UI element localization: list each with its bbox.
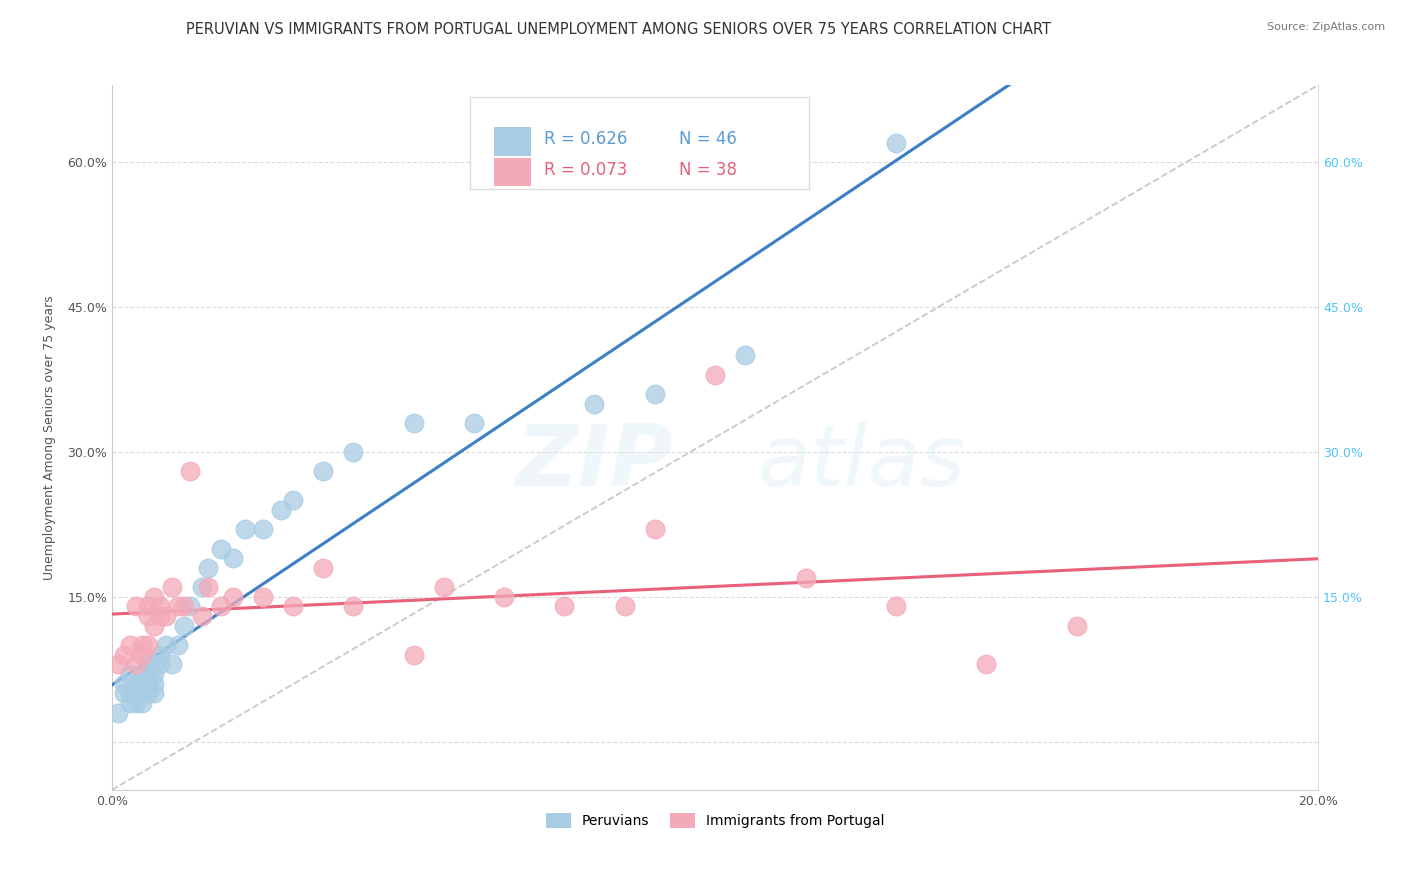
Point — [644, 522, 666, 536]
Point — [167, 599, 190, 614]
Point — [125, 657, 148, 672]
Point — [734, 348, 756, 362]
Point — [233, 522, 256, 536]
Point — [131, 667, 153, 681]
Point — [191, 580, 214, 594]
Point — [143, 667, 166, 681]
Text: N = 38: N = 38 — [679, 161, 737, 178]
FancyBboxPatch shape — [495, 128, 530, 155]
Point — [179, 464, 201, 478]
Point — [312, 561, 335, 575]
Point — [221, 551, 243, 566]
Point — [976, 657, 998, 672]
Point — [197, 561, 219, 575]
Point — [342, 445, 364, 459]
Point — [143, 657, 166, 672]
Point — [112, 686, 135, 700]
Point — [281, 493, 304, 508]
Point — [463, 416, 485, 430]
Point — [884, 599, 907, 614]
Point — [402, 648, 425, 662]
Point — [120, 696, 142, 710]
Point — [553, 599, 575, 614]
Point — [492, 590, 515, 604]
Point — [162, 657, 184, 672]
Point — [107, 706, 129, 720]
Point — [312, 464, 335, 478]
Point — [125, 696, 148, 710]
Point — [120, 638, 142, 652]
Point — [221, 590, 243, 604]
Point — [136, 667, 159, 681]
Point — [281, 599, 304, 614]
Point — [173, 599, 195, 614]
Point — [149, 609, 172, 624]
Point — [179, 599, 201, 614]
Point — [162, 580, 184, 594]
Point — [583, 397, 606, 411]
FancyBboxPatch shape — [495, 158, 530, 186]
Point — [143, 676, 166, 690]
Point — [155, 638, 177, 652]
Point — [131, 638, 153, 652]
Point — [136, 657, 159, 672]
Point — [125, 599, 148, 614]
Point — [704, 368, 727, 382]
Point — [136, 599, 159, 614]
Text: N = 46: N = 46 — [679, 130, 737, 148]
Point — [120, 667, 142, 681]
Point — [209, 599, 232, 614]
Point — [197, 580, 219, 594]
Text: R = 0.626: R = 0.626 — [544, 130, 627, 148]
Point — [125, 676, 148, 690]
Point — [613, 599, 636, 614]
Point — [131, 676, 153, 690]
Point — [125, 686, 148, 700]
Point — [143, 686, 166, 700]
Point — [136, 609, 159, 624]
Point — [191, 609, 214, 624]
Point — [107, 657, 129, 672]
Point — [167, 638, 190, 652]
Point — [136, 686, 159, 700]
Point — [149, 657, 172, 672]
Point — [270, 503, 292, 517]
Point — [173, 619, 195, 633]
Point — [1066, 619, 1088, 633]
Text: PERUVIAN VS IMMIGRANTS FROM PORTUGAL UNEMPLOYMENT AMONG SENIORS OVER 75 YEARS CO: PERUVIAN VS IMMIGRANTS FROM PORTUGAL UNE… — [186, 22, 1052, 37]
Text: Source: ZipAtlas.com: Source: ZipAtlas.com — [1267, 22, 1385, 32]
Point — [143, 590, 166, 604]
Point — [209, 541, 232, 556]
FancyBboxPatch shape — [470, 97, 808, 189]
Point — [125, 686, 148, 700]
Point — [149, 648, 172, 662]
Y-axis label: Unemployment Among Seniors over 75 years: Unemployment Among Seniors over 75 years — [44, 295, 56, 580]
Point — [155, 609, 177, 624]
Point — [149, 599, 172, 614]
Text: R = 0.073: R = 0.073 — [544, 161, 627, 178]
Point — [342, 599, 364, 614]
Point — [136, 676, 159, 690]
Text: atlas: atlas — [758, 421, 966, 504]
Legend: Peruvians, Immigrants from Portugal: Peruvians, Immigrants from Portugal — [540, 808, 890, 834]
Point — [884, 136, 907, 150]
Point — [120, 686, 142, 700]
Point — [402, 416, 425, 430]
Point — [112, 676, 135, 690]
Point — [131, 686, 153, 700]
Point — [143, 619, 166, 633]
Point — [136, 676, 159, 690]
Point — [131, 648, 153, 662]
Point — [644, 387, 666, 401]
Text: ZIP: ZIP — [515, 421, 673, 504]
Point — [252, 522, 274, 536]
Point — [433, 580, 456, 594]
Point — [136, 638, 159, 652]
Point — [112, 648, 135, 662]
Point — [794, 570, 817, 584]
Point — [131, 696, 153, 710]
Point — [252, 590, 274, 604]
